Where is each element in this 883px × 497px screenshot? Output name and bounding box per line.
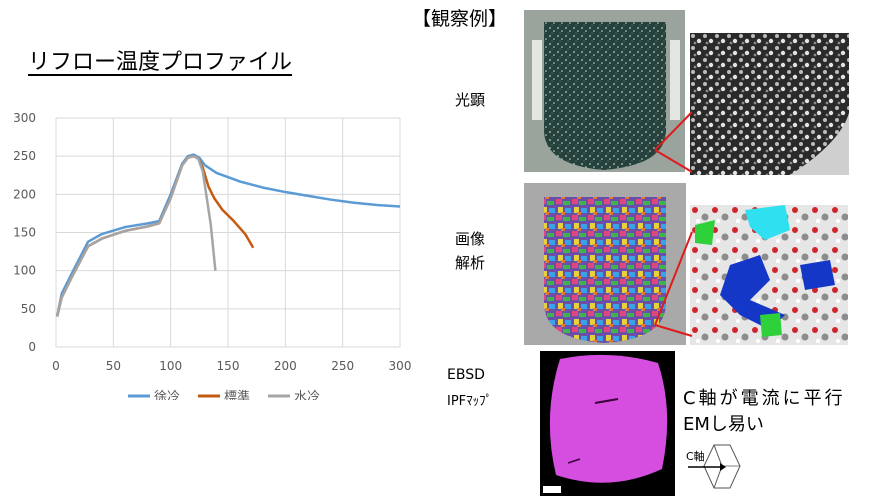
y-tick-label: 150 (13, 226, 36, 240)
y-tick-label: 0 (28, 340, 36, 354)
series-line-1 (55, 154, 255, 317)
x-tick-label: 0 (52, 359, 60, 373)
x-tick-label: 250 (331, 359, 354, 373)
chart-grid (55, 117, 401, 348)
optical-zoom-connector (654, 111, 693, 173)
chart-legend: 徐冷 標準 水冷 (128, 389, 320, 400)
observation-title: 【観察例】 (412, 8, 508, 30)
series-line-2 (55, 154, 217, 317)
x-tick-label: 150 (217, 359, 240, 373)
ebsd-label-1: EBSD (447, 367, 485, 383)
optical-label: 光顕 (455, 91, 486, 109)
optical-micrograph (524, 10, 685, 172)
y-tick-label: 250 (13, 149, 36, 163)
legend-label: 標準 (224, 389, 250, 400)
page-title: リフロー温度プロファイル (28, 50, 293, 75)
y-tick-label: 100 (13, 264, 36, 278)
x-tick-label: 300 (389, 359, 412, 373)
analysis-zoom-connector (654, 231, 693, 337)
c-axis-note: C軸が電流に平行 (683, 388, 846, 409)
hexagon-crystal-icon (688, 444, 741, 489)
x-tick-label: 50 (106, 359, 121, 373)
y-tick-label: 300 (13, 111, 36, 125)
x-tick-label: 200 (274, 359, 297, 373)
optical-zoom (690, 33, 849, 175)
reflow-profile-chart: 0 50 100 150 200 250 300 0 50 100 150 200 250 300 徐冷… (13, 111, 411, 400)
image-analysis-label-2: 解析 (455, 254, 486, 272)
chart-lines (55, 153, 401, 317)
y-tick-label: 50 (21, 302, 36, 316)
ebsd-ipf-map (540, 351, 675, 496)
image-analysis-label-1: 画像 (455, 230, 486, 248)
y-tick-label: 200 (13, 187, 36, 201)
ebsd-label-2: IPFﾏｯﾌﾟ (447, 394, 493, 409)
legend-label: 水冷 (294, 390, 320, 400)
image-analysis-zoom (690, 205, 848, 345)
c-axis-label: C軸 (686, 450, 705, 463)
x-axis-ticks: 0 50 100 150 200 250 300 (52, 359, 411, 373)
legend-label: 徐冷 (154, 390, 180, 400)
em-note: EMし易い (683, 414, 764, 435)
x-tick-label: 100 (159, 359, 182, 373)
series-line-0 (55, 153, 401, 317)
image-analysis-map (524, 183, 686, 345)
y-axis-ticks: 0 50 100 150 200 250 300 (13, 111, 36, 354)
